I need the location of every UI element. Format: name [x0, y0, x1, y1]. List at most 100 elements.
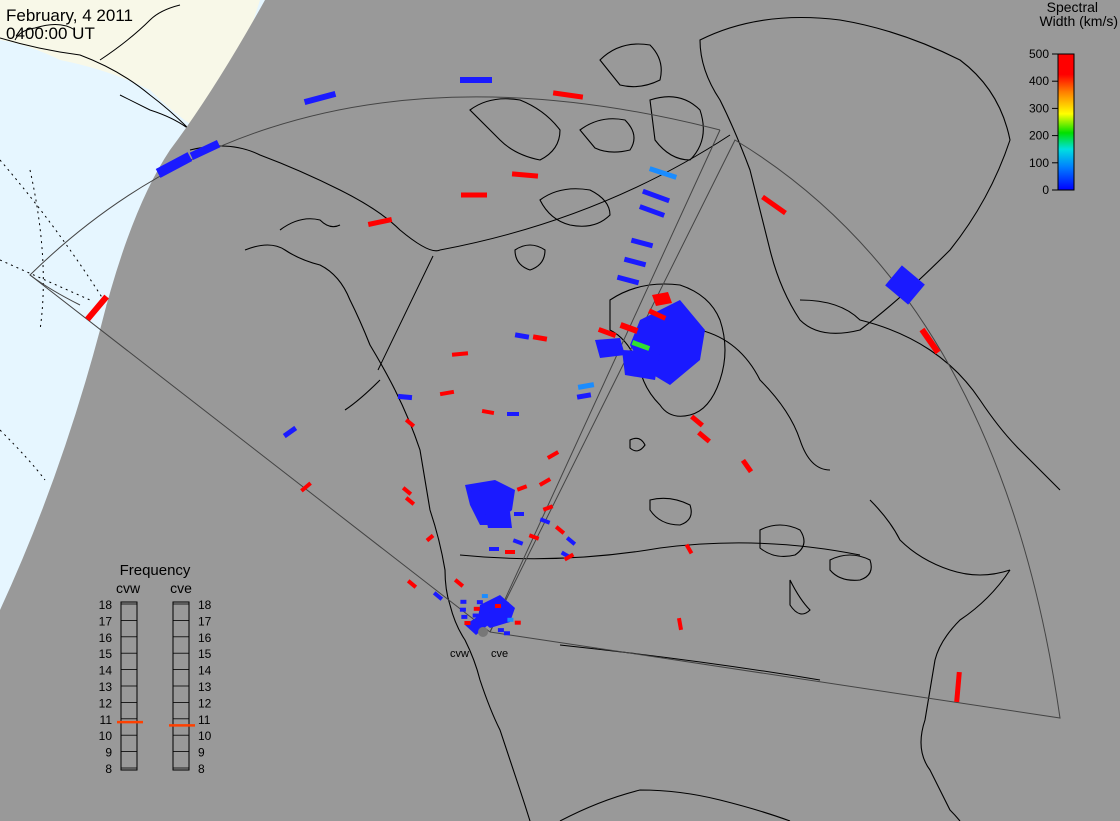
daylight-graticule: [0, 159, 111, 481]
colorbar-title-line2: Width (km/s): [1039, 13, 1118, 29]
freq-tick-label: 15: [99, 647, 113, 661]
backscatter-cluster: [485, 512, 512, 528]
freq-tick-label: 16: [99, 631, 113, 645]
backscatter-cell: [563, 552, 575, 562]
backscatter-cluster: [595, 338, 625, 358]
backscatter-cell: [488, 607, 495, 612]
backscatter-cell: [761, 194, 787, 216]
backscatter-cell: [638, 204, 666, 218]
freq-tick-label: 9: [105, 746, 112, 760]
backscatter-cell: [597, 327, 617, 338]
freq-tick-label: 17: [99, 614, 113, 628]
backscatter-cell: [282, 425, 298, 439]
radar-fov: [29, 96, 1061, 719]
backscatter-cell: [493, 617, 500, 622]
daylight-land: [0, 0, 260, 140]
backscatter-cell: [690, 414, 704, 428]
backscatter-cell: [459, 607, 466, 612]
backscatter-cell: [500, 616, 507, 621]
backscatter-cell: [189, 140, 221, 160]
cvw-site-label: cvw: [450, 648, 469, 660]
colorbar-ticks: 500 400 300 200 100 0: [1029, 47, 1058, 197]
boundaries: [377, 134, 861, 681]
freq-tick-label: 16: [198, 631, 212, 645]
freq-tick-label: 11: [198, 713, 211, 727]
coastlines: [189, 16, 1061, 821]
cvw-freq-label: cvw: [116, 580, 141, 596]
backscatter-cell: [460, 599, 467, 604]
backscatter-cell: [503, 631, 510, 636]
freq-tick-label: 12: [198, 696, 212, 710]
backscatter-cell: [954, 671, 962, 703]
backscatter-cell: [885, 265, 925, 305]
backscatter-cell: [483, 612, 490, 617]
backscatter-cell: [404, 418, 416, 428]
colorbar-tick-label: 100: [1029, 156, 1049, 170]
backscatter-cell: [676, 617, 684, 631]
freq-tick-label: 12: [99, 696, 113, 710]
backscatter-cell: [552, 90, 584, 100]
freq-tick-label: 8: [198, 762, 205, 776]
backscatter-cell: [464, 621, 471, 625]
backscatter-cell: [514, 620, 521, 625]
freq-tick-label: 15: [198, 647, 212, 661]
backscatter-cell: [481, 408, 495, 416]
backscatter-cell: [546, 450, 560, 460]
backscatter-cell: [476, 600, 483, 605]
frequency-scales: 18 17 16 15 14 13 12 11 10 9 8 18 17 16 15 14 13 12 11 10 9 8: [99, 598, 212, 776]
backscatter-cell: [425, 533, 435, 543]
backscatter-cell: [406, 579, 418, 589]
backscatter-cell: [542, 504, 554, 512]
backscatter-cell: [576, 392, 592, 400]
backscatter-cell: [155, 152, 193, 178]
backscatter-cell: [684, 543, 694, 555]
backscatter-cell: [505, 550, 515, 554]
backscatter-cell: [554, 525, 566, 535]
colorbar-tick-label: 200: [1029, 129, 1049, 143]
backscatter-cell: [461, 614, 468, 619]
backscatter-cell: [507, 412, 519, 416]
colorbar: Spectral Width (km/s) 500 400 300 200 100 0: [1029, 0, 1118, 197]
date-label: February, 4 2011: [6, 6, 133, 25]
backscatter-cell: [697, 430, 711, 444]
freq-tick-label: 18: [99, 598, 113, 612]
colorbar-tick-label: 500: [1029, 47, 1049, 61]
backscatter-cell: [502, 602, 509, 607]
backscatter-cell: [577, 382, 595, 390]
backscatter-cell: [641, 188, 671, 204]
colorbar-tick-label: 0: [1042, 183, 1049, 197]
backscatter-cell: [516, 484, 528, 492]
backscatter-cell: [532, 334, 548, 342]
freq-tick-label: 10: [99, 729, 113, 743]
freq-tick-label: 14: [99, 664, 113, 678]
daylight-coastline: [0, 4, 191, 131]
cve-freq-label: cve: [170, 580, 192, 596]
backscatter-cell: [439, 389, 455, 397]
freq-tick-label: 17: [198, 614, 212, 628]
backscatter-cell: [539, 517, 551, 525]
colorbar-title-line1: Spectral: [1047, 0, 1098, 15]
backscatter-cluster: [465, 615, 488, 635]
backscatter-cell: [451, 351, 469, 357]
backscatter-cell: [740, 458, 754, 474]
freq-tick-label: 8: [105, 762, 112, 776]
backscatter-cell: [481, 594, 488, 599]
backscatter-cluster: [468, 490, 484, 502]
backscatter-cell: [300, 481, 312, 493]
time-label: 0400:00 UT: [6, 24, 95, 43]
backscatter-cluster: [652, 292, 672, 306]
freq-tick-label: 13: [99, 680, 113, 694]
colorbar-tick-label: 400: [1029, 74, 1049, 88]
backscatter-cell: [432, 591, 444, 601]
backscatter-cell: [631, 340, 651, 351]
backscatter-cell: [404, 496, 416, 506]
radar-site-marker: [478, 627, 488, 637]
frequency-title: Frequency: [120, 562, 191, 579]
backscatter-cell: [460, 77, 492, 83]
backscatter-cell: [630, 237, 654, 249]
backscatter-cell: [511, 171, 539, 179]
backscatter-cell: [619, 322, 639, 334]
backscatter-cell: [565, 536, 577, 546]
